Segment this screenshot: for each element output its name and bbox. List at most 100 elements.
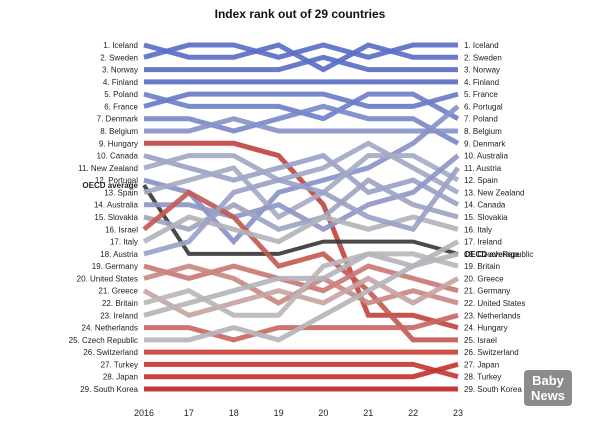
right-label-15: 16. Italy (464, 225, 492, 234)
x-tick-1: 17 (184, 408, 194, 418)
series-line-italy (142, 214, 459, 245)
series-line-belgium (144, 116, 458, 134)
left-label-21: 21. Greece (98, 287, 138, 296)
right-label-2: 3. Norway (464, 66, 500, 75)
x-tick-0: 2016 (134, 408, 154, 418)
left-label-18: 18. Austria (100, 250, 138, 259)
series-line-spain (143, 153, 460, 221)
series-line-france (143, 91, 459, 109)
right-label-25: 25. Israel (464, 336, 497, 345)
right-label-4: 5. France (464, 90, 498, 99)
right-label-14: 15. Slovakia (464, 213, 508, 222)
series-line-australia (144, 153, 460, 233)
left-label-7: 8. Belgium (100, 127, 138, 136)
right-label-9: 10. Australia (464, 152, 509, 161)
series-line-japan (144, 361, 459, 380)
left-label-26: 26. Switzerland (83, 348, 138, 357)
right-label-24: 24. Hungary (464, 324, 508, 333)
logo-line-2: News (531, 388, 565, 403)
right-label-11: 12. Spain (464, 176, 498, 185)
series-line-canada (143, 152, 460, 207)
left-label-19: 19. Germany (92, 262, 138, 271)
left-label-14: 14. Australia (94, 201, 139, 210)
series-line-czech-republic (144, 251, 459, 343)
right-label-1: 2. Sweden (464, 53, 502, 62)
x-tick-6: 22 (408, 408, 418, 418)
right-label-27: 27. Japan (464, 360, 499, 369)
x-tick-7: 23 (453, 408, 463, 418)
left-label-0: 1. Iceland (103, 41, 138, 50)
left-label-9: 10. Canada (97, 152, 139, 161)
series-line-oecd-average (142, 184, 459, 256)
series-line-iceland (143, 42, 458, 60)
left-label-1: 2. Sweden (100, 53, 138, 62)
left-label-8: 9. Hungary (99, 139, 138, 148)
x-tick-5: 21 (363, 408, 373, 418)
right-label-6: 7. Poland (464, 115, 498, 124)
left-label-17: 17. Italy (110, 238, 138, 247)
left-label-4: 5. Poland (104, 90, 138, 99)
right-label-28: 28. Turkey (464, 373, 501, 382)
right-label-26: 26. Switzerland (464, 348, 519, 357)
series-line-slovakia (143, 177, 459, 232)
right-label-13: 14. Canada (464, 201, 506, 210)
series-line-norway (144, 54, 458, 73)
left-rank-labels: 1. Iceland 2. Sweden 3. Norway 4. Finland 5.… (69, 41, 139, 394)
left-label-16: 16. Israel (105, 225, 138, 234)
left-label-11: 12. Portugal (95, 176, 138, 185)
right-label-5: 6. Portugal (464, 102, 503, 111)
left-label-29: 29. South Korea (80, 385, 138, 394)
x-tick-3: 19 (274, 408, 284, 418)
left-label-3: 4. Finland (103, 78, 138, 87)
right-label-12: 13. New Zealand (464, 188, 524, 197)
right-label-16: 17. Ireland (464, 238, 502, 247)
left-label-5: 6. France (104, 102, 138, 111)
left-label-15: 15. Slovakia (94, 213, 138, 222)
left-label-23: 23. Ireland (100, 311, 138, 320)
series-line-israel (142, 189, 458, 343)
series-lines (142, 42, 461, 392)
x-axis-ticks: 2016 17 18 19 20 21 22 23 (134, 408, 463, 418)
x-tick-2: 18 (229, 408, 239, 418)
left-label-6: 7. Denmark (97, 115, 139, 124)
chart-title: Index rank out of 29 countries (215, 7, 386, 21)
left-label-13: 13. Spain (104, 188, 138, 197)
right-rank-labels: 1. Iceland 2. Sweden 3. Norway 4. Finland 5.… (464, 41, 533, 394)
series-line-greece (142, 275, 460, 318)
left-label-27: 27. Turkey (101, 360, 138, 369)
series-line-austria (143, 166, 461, 257)
babynews-logo: Baby News (524, 370, 572, 406)
series-line-ireland (143, 239, 460, 318)
right-label-0: 1. Iceland (464, 41, 499, 50)
left-label-10: 11. New Zealand (78, 164, 138, 173)
series-line-hungary (144, 140, 459, 331)
series-line-turkey (144, 361, 459, 380)
series-line-germany (143, 263, 459, 294)
right-label-22: 22. United States (464, 299, 525, 308)
x-tick-4: 20 (318, 408, 328, 418)
left-label-12: OECD average (82, 181, 138, 190)
right-label-19: 19. Britain (464, 262, 500, 271)
series-line-new-zealand (143, 140, 460, 195)
left-label-24: 24. Netherlands (82, 324, 138, 333)
series-line-denmark (144, 103, 460, 146)
left-label-22: 22. Britain (102, 299, 138, 308)
right-label-29: 29. South Korea (464, 385, 522, 394)
right-label-8: 9. Denmark (464, 139, 506, 148)
right-label-17: 18. Czech Republic (464, 250, 533, 259)
left-label-25: 25. Czech Republic (69, 336, 138, 345)
right-label-23: 23. Netherlands (464, 311, 520, 320)
series-line-britain (143, 251, 459, 318)
logo-line-1: Baby (532, 373, 564, 388)
left-label-28: 28. Japan (103, 373, 138, 382)
right-label-10: 11. Austria (464, 164, 502, 173)
left-label-2: 3. Norway (102, 66, 138, 75)
right-label-20: 20. Greece (464, 274, 504, 283)
right-label-21: 21. Germany (464, 287, 510, 296)
right-label-3: 4. Finland (464, 78, 499, 87)
right-label-7: 8. Belgium (464, 127, 502, 136)
series-line-sweden (143, 42, 458, 73)
right-label-18: OECD average (464, 250, 520, 259)
left-label-20: 20. United States (77, 274, 138, 283)
